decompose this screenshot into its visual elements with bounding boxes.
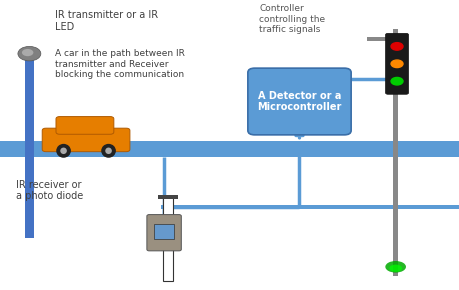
Text: Controller
controlling the
traffic signals: Controller controlling the traffic signa… [259,4,325,34]
FancyBboxPatch shape [248,68,351,135]
Ellipse shape [60,148,67,154]
Text: A car in the path between IR
transmitter and Receiver
blocking the communication: A car in the path between IR transmitter… [55,49,185,79]
FancyBboxPatch shape [154,224,174,240]
FancyBboxPatch shape [386,33,409,94]
Bar [161,205,459,209]
Bar [367,37,398,41]
Bar [0,141,459,157]
Ellipse shape [389,264,402,272]
Circle shape [391,43,403,50]
Ellipse shape [22,49,34,56]
Ellipse shape [101,144,116,158]
Ellipse shape [105,148,112,154]
Ellipse shape [18,46,41,61]
Text: A Detector or a
Microcontroller: A Detector or a Microcontroller [257,91,341,112]
FancyBboxPatch shape [147,215,181,251]
Text: IR receiver or
a photo diode: IR receiver or a photo diode [16,180,84,201]
Circle shape [391,60,403,68]
Bar [25,58,34,238]
Bar [163,197,173,281]
Ellipse shape [56,144,71,158]
FancyBboxPatch shape [42,128,130,152]
Bar [393,29,398,276]
FancyBboxPatch shape [56,117,114,134]
Bar [158,195,178,199]
Circle shape [391,77,403,85]
Text: IR transmitter or a IR
LED: IR transmitter or a IR LED [55,10,158,32]
Ellipse shape [386,261,406,273]
